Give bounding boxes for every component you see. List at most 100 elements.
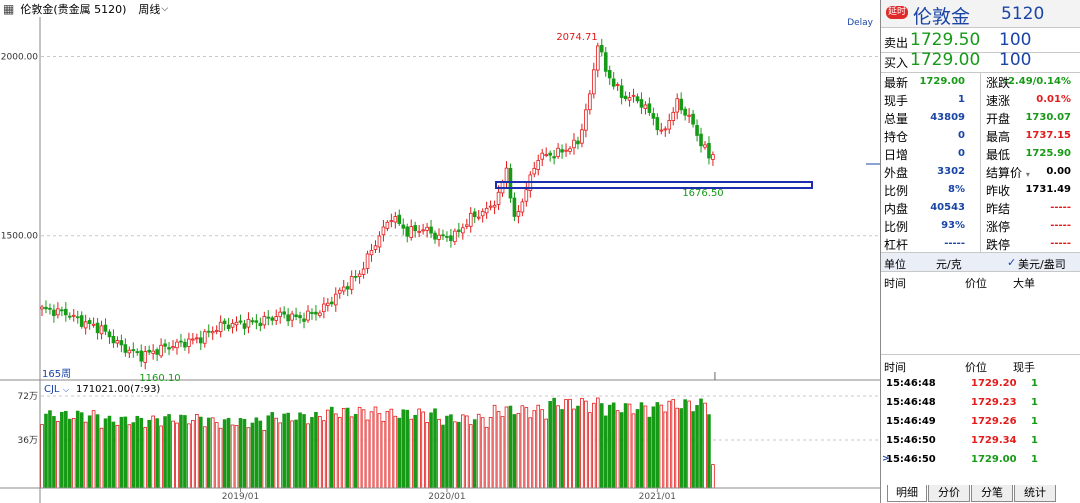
volume-bar xyxy=(127,424,132,489)
volume-bar xyxy=(238,418,243,489)
volume-bar xyxy=(603,415,608,489)
candle-body xyxy=(695,125,699,136)
delay-badge: 延时 xyxy=(886,6,909,19)
candle-body xyxy=(671,111,676,121)
stat-value: 3302 xyxy=(937,166,965,177)
stats-row: 比例 93% 涨停 ----- xyxy=(881,217,1080,235)
candle-body xyxy=(437,234,441,240)
candle-body xyxy=(218,321,223,332)
candle-body xyxy=(683,108,687,116)
volume-bar xyxy=(695,405,699,489)
stat-value: 0 xyxy=(958,148,965,159)
check-icon[interactable]: ✓ xyxy=(1007,256,1017,269)
stat-value: ----- xyxy=(1050,220,1071,231)
grid-menu-icon[interactable]: ▦ xyxy=(3,1,15,16)
caret-right-icon: > xyxy=(882,454,890,464)
volume-bar xyxy=(155,418,159,489)
stat-value: ----- xyxy=(1050,238,1071,249)
sell-quote-row: 卖出 1729.50 100 xyxy=(881,28,1080,53)
candlestick-chart[interactable]: 2000.00 1500.00 2019/01 2020/01 2021/01 72万 36… xyxy=(0,0,880,503)
volume-bar xyxy=(365,419,370,489)
candle-body xyxy=(226,324,231,329)
candle-body xyxy=(615,84,620,86)
stat-value: 8% xyxy=(948,184,965,195)
volume-indicator-label[interactable]: CJL xyxy=(44,384,60,395)
tick-qty: 1 xyxy=(1031,378,1038,389)
volume-bar xyxy=(44,413,48,489)
volume-bar xyxy=(163,416,167,489)
volume-bar xyxy=(286,412,290,489)
instrument-selector[interactable]: 伦敦金(贵金属 5120) xyxy=(20,2,127,16)
volume-bars-group xyxy=(40,397,715,489)
candle-body xyxy=(552,156,556,159)
candle-body xyxy=(87,320,92,324)
candle-body xyxy=(274,316,279,321)
volume-bar xyxy=(627,403,632,489)
tab-statistics[interactable]: 统计 xyxy=(1014,485,1056,502)
candle-body xyxy=(357,273,362,278)
tick-qty: 1 xyxy=(1031,435,1038,446)
volume-bar xyxy=(111,421,116,489)
candle-body xyxy=(560,149,564,153)
candle-body xyxy=(64,308,68,316)
candle-body xyxy=(187,338,191,347)
volume-bar xyxy=(318,416,322,489)
volume-bar xyxy=(544,418,548,489)
volume-bar xyxy=(302,414,306,489)
candles-group xyxy=(40,38,715,370)
volume-bar xyxy=(675,407,679,489)
quote-panel: 延时 伦敦金 5120 卖出 1729.50 100 买入 1729.00 10… xyxy=(880,0,1080,503)
candle-body xyxy=(421,229,425,232)
candle-body xyxy=(413,225,417,232)
volume-bar xyxy=(667,400,672,489)
volume-bar xyxy=(596,397,600,489)
low-price-label: 1160.10 xyxy=(139,373,180,384)
unit-row: 单位 元/克 ✓ 美元/盎司 xyxy=(881,253,1080,272)
volume-bar xyxy=(64,410,68,489)
candle-body xyxy=(270,317,275,321)
candle-body xyxy=(623,95,628,100)
stat-value: 1730.07 xyxy=(1025,112,1071,123)
candle-body xyxy=(389,220,394,223)
stat-label: 比例 xyxy=(884,184,909,198)
volume-bar xyxy=(337,417,342,489)
buy-volume: 100 xyxy=(999,50,1032,70)
volume-bar xyxy=(663,411,668,489)
unit-value: 元/克 xyxy=(936,258,962,271)
bottom-tabs: 明细 分价 分笔 统计 xyxy=(881,483,1080,503)
candle-body xyxy=(457,229,461,233)
volume-bar xyxy=(433,408,437,489)
volume-bar xyxy=(703,402,707,489)
volume-bar xyxy=(707,414,711,489)
settlement-label[interactable]: 结算价 ▾ xyxy=(986,164,1030,181)
volume-bar xyxy=(250,422,255,489)
col-time: 时间 xyxy=(884,277,906,290)
sell-price: 1729.50 xyxy=(910,30,981,50)
candle-body xyxy=(71,314,76,317)
volume-bar xyxy=(322,420,326,489)
volume-bar xyxy=(60,411,64,489)
volume-bar xyxy=(623,403,628,489)
candle-body xyxy=(183,341,187,348)
candle-body xyxy=(468,212,473,227)
candle-body xyxy=(449,235,453,242)
volume-bar xyxy=(75,410,80,489)
tab-price-levels[interactable]: 分价 xyxy=(928,485,970,502)
instrument-code: 5120 xyxy=(1001,4,1045,24)
volume-bar xyxy=(611,402,616,489)
chevron-down-icon[interactable]: ⌵ xyxy=(63,385,69,394)
candle-body xyxy=(103,324,108,332)
period-selector[interactable]: 周线 ⌵ xyxy=(135,0,171,17)
volume-bar xyxy=(230,424,235,489)
candle-body xyxy=(107,331,112,338)
volume-bar xyxy=(369,411,374,489)
tick-price: 1729.00 xyxy=(971,454,1017,465)
volume-bar xyxy=(484,426,489,489)
volume-bar xyxy=(508,405,513,489)
tab-ticks[interactable]: 分笔 xyxy=(971,485,1013,502)
unit-option[interactable]: 美元/盎司 xyxy=(1018,258,1066,271)
tab-details[interactable]: 明细 xyxy=(887,485,927,502)
tick-list[interactable]: 时间 价位 现手 15:46:48 1729.20 1 15:46:48 172… xyxy=(881,356,1080,480)
candle-body xyxy=(198,337,203,344)
candle-body xyxy=(429,226,433,234)
